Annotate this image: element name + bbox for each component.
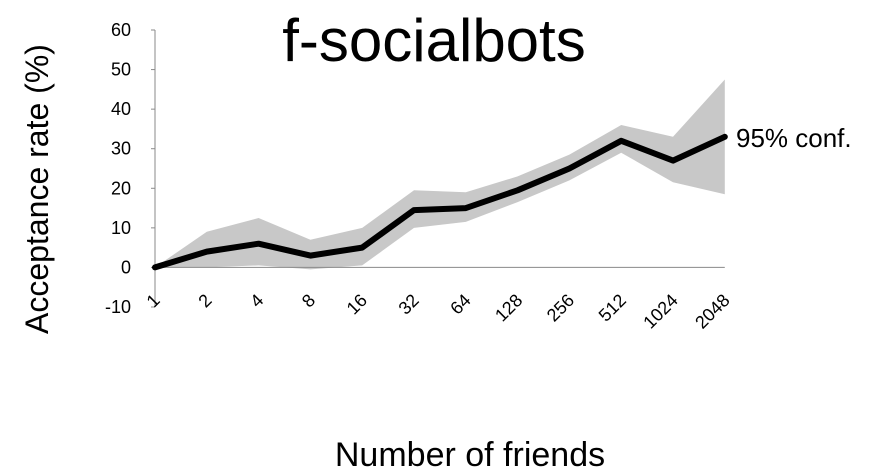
y-tick-label: 40 [111, 99, 131, 119]
data-point [154, 266, 156, 268]
data-point [309, 255, 311, 257]
y-tick-label: 10 [111, 218, 131, 238]
data-point [465, 207, 467, 209]
y-tick-label: 0 [121, 257, 131, 277]
x-tick-label: 4 [246, 290, 267, 311]
data-point [724, 136, 726, 138]
y-tick-label: -10 [105, 297, 131, 317]
x-tick-label: 64 [446, 290, 474, 318]
y-tick-label: 30 [111, 139, 131, 159]
x-tick-label: 1 [143, 290, 164, 311]
x-tick-label: 1024 [639, 290, 681, 332]
chart-title: f-socialbots [282, 7, 585, 74]
series-line [152, 133, 728, 271]
data-point [361, 247, 363, 249]
y-axis-label: Acceptance rate (%) [19, 44, 55, 334]
x-tick-label: 256 [543, 290, 578, 325]
x-tick-label: 32 [395, 290, 423, 318]
y-tick-label: 60 [111, 20, 131, 40]
y-tick-label: 20 [111, 178, 131, 198]
x-tick-label: 2048 [691, 290, 733, 332]
data-point [413, 209, 415, 211]
x-tick-label: 16 [343, 290, 371, 318]
data-point [517, 189, 519, 191]
x-tick-label: 512 [595, 290, 630, 325]
x-tick-label: 2 [194, 290, 215, 311]
data-point [206, 251, 208, 253]
x-tick-label: 128 [491, 290, 526, 325]
y-tick-label: 50 [111, 60, 131, 80]
data-point [258, 243, 260, 245]
data-point [672, 160, 674, 162]
x-axis-label: Number of friends [335, 436, 605, 470]
data-point [568, 168, 570, 169]
confidence-band [155, 79, 725, 270]
confidence-band-label: 95% conf. [736, 123, 852, 153]
data-point [620, 140, 622, 142]
x-tick-label: 8 [298, 290, 319, 311]
